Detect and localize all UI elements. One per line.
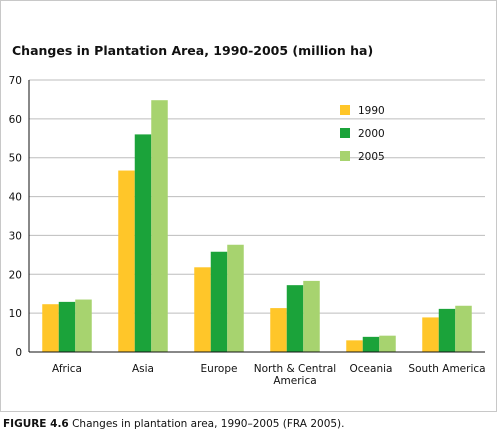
bar-chart: 0 10 20 30 40 50 60 70 Africa Asia Europe North & C… bbox=[9, 75, 486, 387]
bar bbox=[118, 170, 135, 352]
x-tick-label: America bbox=[273, 375, 316, 387]
x-tick-label: Africa bbox=[52, 363, 82, 375]
bar bbox=[210, 251, 228, 352]
x-tick-label: South America bbox=[408, 363, 485, 375]
y-tick-label: 0 bbox=[15, 347, 22, 359]
legend-label: 1990 bbox=[358, 105, 385, 117]
bar bbox=[438, 308, 456, 352]
legend-swatch bbox=[340, 151, 350, 161]
bar bbox=[227, 244, 244, 352]
legend-swatch bbox=[340, 128, 350, 138]
y-tick-label: 60 bbox=[9, 114, 22, 126]
legend-label: 2005 bbox=[358, 151, 385, 163]
bar bbox=[75, 299, 92, 352]
bar bbox=[270, 308, 287, 352]
bar bbox=[58, 301, 76, 352]
chart-title: Changes in Plantation Area, 1990-2005 (m… bbox=[12, 43, 374, 58]
x-tick-label: Oceania bbox=[350, 363, 393, 375]
y-tick-label: 70 bbox=[9, 75, 22, 87]
bar bbox=[362, 336, 380, 352]
figure-caption: FIGURE 4.6 Changes in plantation area, 1… bbox=[3, 418, 344, 430]
caption-text: Changes in plantation area, 1990–2005 (F… bbox=[68, 418, 345, 430]
bar bbox=[455, 305, 472, 352]
bar bbox=[379, 335, 396, 352]
bar bbox=[194, 267, 211, 352]
bar bbox=[303, 280, 320, 352]
bar bbox=[422, 317, 439, 352]
y-tick-label: 30 bbox=[9, 230, 22, 242]
bar bbox=[134, 134, 152, 352]
x-tick-label: North & Central bbox=[254, 363, 336, 375]
legend-label: 2000 bbox=[358, 128, 385, 140]
y-tick-label: 50 bbox=[9, 153, 22, 165]
bar bbox=[286, 285, 304, 352]
y-tick-label: 40 bbox=[9, 192, 22, 204]
x-tick-label: Asia bbox=[132, 363, 154, 375]
x-tick-label: Europe bbox=[201, 363, 238, 375]
bar bbox=[151, 100, 168, 352]
y-tick-label: 10 bbox=[9, 308, 22, 320]
bar bbox=[42, 304, 59, 352]
caption-label: FIGURE 4.6 bbox=[3, 418, 69, 430]
legend-swatch bbox=[340, 105, 350, 115]
bar bbox=[346, 340, 363, 352]
y-tick-label: 20 bbox=[9, 269, 22, 281]
